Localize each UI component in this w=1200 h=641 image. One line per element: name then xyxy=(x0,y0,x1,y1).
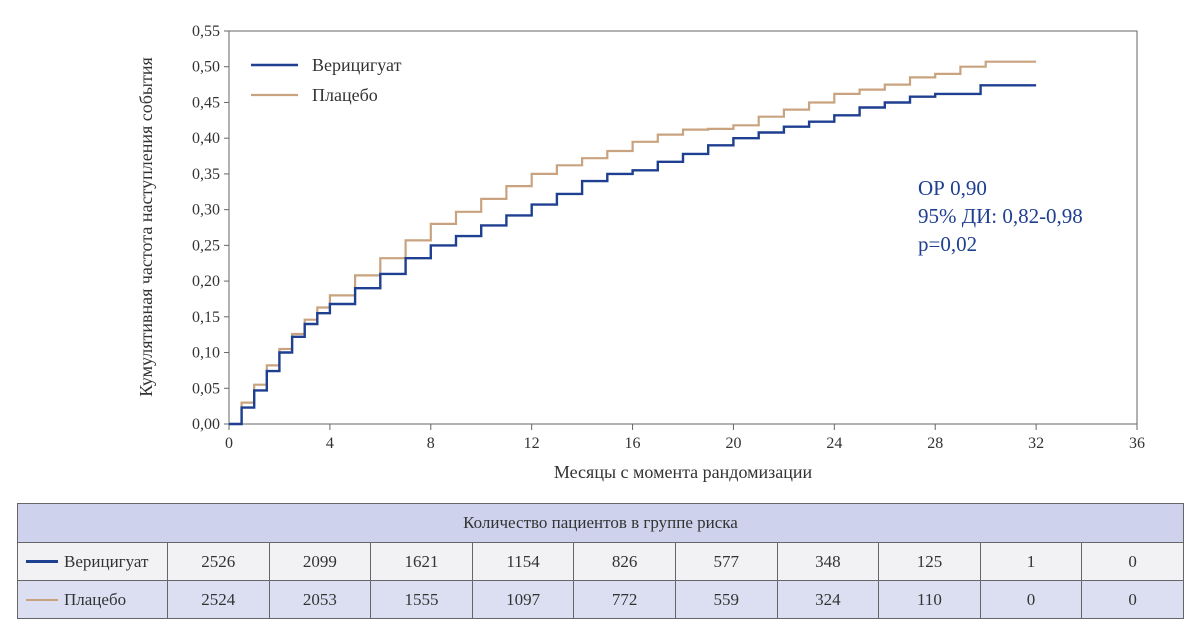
y-tick-label: 0,35 xyxy=(192,166,220,183)
row-label: Верицигуат xyxy=(64,551,149,571)
x-tick-label: 4 xyxy=(326,435,334,452)
series-line-placebo xyxy=(229,60,1037,426)
line-swatch xyxy=(26,560,58,564)
y-tick-label: 0,20 xyxy=(192,273,220,290)
table-cell: 348 xyxy=(776,542,880,581)
legend-label-vericiguat: Верицигуат xyxy=(312,55,402,75)
row-label-cell: Верицигуат xyxy=(17,542,168,581)
y-axis-label: Кумулятивная частота наступления события xyxy=(136,57,156,397)
x-tick-label: 8 xyxy=(427,435,435,452)
table-cell: 2526 xyxy=(167,542,270,581)
x-tick-label: 16 xyxy=(625,435,641,452)
series-layer xyxy=(229,60,1037,426)
risk-table: Количество пациентов в группе риска Вери… xyxy=(17,503,1184,619)
y-axis: 0,00 0,05 0,10 0,15 0,20 0,25 0,30 0,35 0,40 0,45… xyxy=(192,23,229,433)
x-tick-label: 20 xyxy=(725,435,741,452)
series-line-vericiguat xyxy=(229,84,1037,426)
x-tick-label: 24 xyxy=(826,435,842,452)
table-cell: 577 xyxy=(674,542,778,581)
y-tick-label: 0,10 xyxy=(192,345,220,362)
x-tick-label: 36 xyxy=(1129,435,1145,452)
table-cell: 0 xyxy=(1081,580,1184,619)
table-cell: 0 xyxy=(979,580,1083,619)
stats-annotation: ОР 0,90 95% ДИ: 0,82-0,98 p=0,02 xyxy=(918,176,1083,256)
table-cell: 1555 xyxy=(370,580,473,619)
x-axis: 0 4 8 12 16 20 24 28 32 36 xyxy=(225,424,1145,452)
x-tick-label: 0 xyxy=(225,435,233,452)
confidence-interval-text: 95% ДИ: 0,82-0,98 xyxy=(918,204,1083,228)
y-tick-label: 0,25 xyxy=(192,237,220,254)
y-tick-label: 0,40 xyxy=(192,130,220,147)
y-tick-label: 0,00 xyxy=(192,416,220,433)
row-label: Плацебо xyxy=(64,589,127,609)
table-cell: 0 xyxy=(1081,542,1184,581)
table-cell: 110 xyxy=(878,580,981,619)
x-tick-label: 28 xyxy=(927,435,943,452)
table-cell: 125 xyxy=(878,542,981,581)
y-tick-label: 0,15 xyxy=(192,309,220,326)
x-tick-label: 32 xyxy=(1028,435,1044,452)
table-cell: 1097 xyxy=(471,580,575,619)
table-cell: 826 xyxy=(573,542,676,581)
table-row-vericiguat: Верицигуат 2526 2099 1621 1154 826 577 3… xyxy=(17,542,1184,581)
table-cell: 1621 xyxy=(370,542,473,581)
table-cell: 2053 xyxy=(268,580,372,619)
y-tick-label: 0,30 xyxy=(192,202,220,219)
table-cell: 1 xyxy=(979,542,1083,581)
y-tick-label: 0,45 xyxy=(192,94,220,111)
table-row-placebo: Плацебо 2524 2053 1555 1097 772 559 324 … xyxy=(17,580,1184,619)
y-tick-label: 0,50 xyxy=(192,59,220,76)
legend: Верицигуат Плацебо xyxy=(251,55,402,105)
x-tick-label: 12 xyxy=(524,435,540,452)
km-chart: 0,00 0,05 0,10 0,15 0,20 0,25 0,30 0,35 0,40 0,45… xyxy=(136,23,1145,482)
plot-frame xyxy=(228,30,1138,425)
p-value-text: p=0,02 xyxy=(918,232,977,256)
risk-table-header-row: Количество пациентов в группе риска xyxy=(17,503,1184,543)
table-cell: 2099 xyxy=(268,542,372,581)
legend-label-placebo: Плацебо xyxy=(312,85,378,105)
table-cell: 1154 xyxy=(471,542,575,581)
x-axis-label: Месяцы с момента рандомизации xyxy=(554,462,813,482)
table-cell: 772 xyxy=(573,580,676,619)
risk-table-header: Количество пациентов в группе риска xyxy=(17,503,1184,543)
y-tick-label: 0,05 xyxy=(192,380,220,397)
hazard-ratio-text: ОР 0,90 xyxy=(918,176,987,200)
table-cell: 559 xyxy=(674,580,778,619)
line-swatch xyxy=(26,598,58,601)
table-cell: 324 xyxy=(776,580,880,619)
table-cell: 2524 xyxy=(167,580,270,619)
row-label-cell: Плацебо xyxy=(17,580,168,619)
y-tick-label: 0,55 xyxy=(192,23,220,40)
